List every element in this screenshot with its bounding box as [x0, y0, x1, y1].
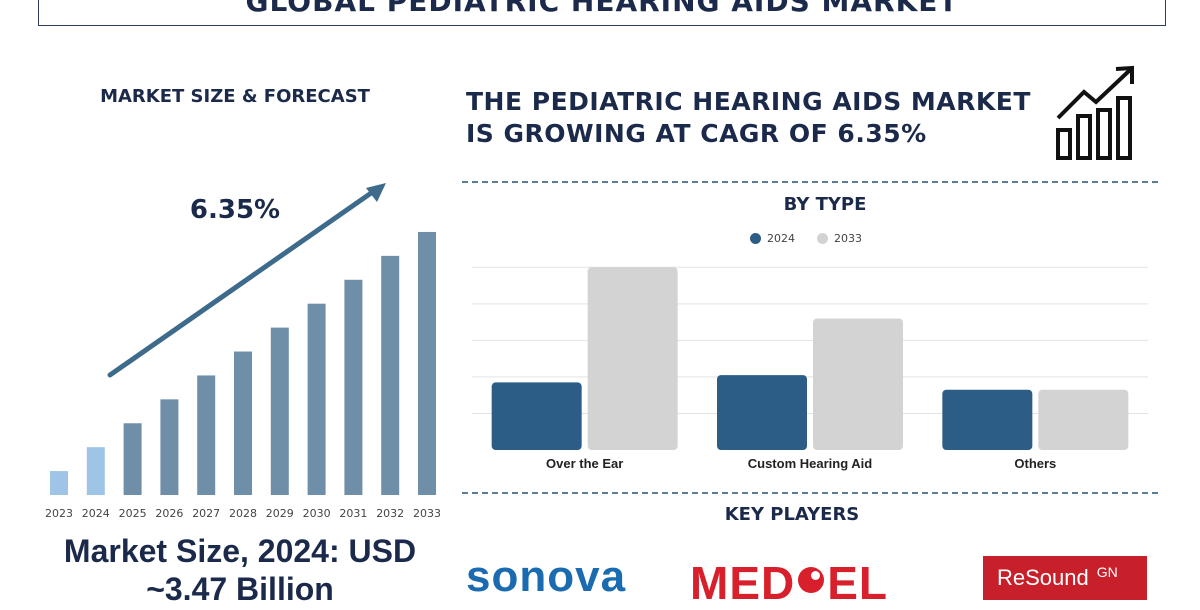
medel-logo-right: EL	[827, 557, 889, 609]
category-label: Custom Hearing Aid	[748, 456, 873, 471]
legend-label-2024: 2024	[767, 232, 795, 245]
resound-logo-text: ReSound	[997, 565, 1089, 590]
year-tick-label: 2030	[303, 507, 331, 520]
by-type-chart: Over the Ear Custom Hearing Aid Others	[472, 266, 1148, 471]
year-tick-label: 2023	[45, 507, 73, 520]
year-tick-label: 2032	[376, 507, 404, 520]
forecast-bar-2027	[197, 375, 216, 495]
forecast-bar-2033	[418, 231, 436, 495]
year-tick-label: 2026	[155, 507, 183, 520]
growth-headline: THE PEDIATRIC HEARING AIDS MARKET IS GRO…	[466, 86, 1046, 150]
forecast-bar-2024	[86, 447, 105, 495]
bar-2024-2	[942, 389, 1033, 450]
bar-2033-0	[587, 267, 678, 450]
forecast-bar-2030	[307, 303, 326, 495]
year-tick-label: 2033	[413, 507, 441, 520]
section-divider-top	[462, 181, 1158, 183]
category-label: Others	[1014, 456, 1056, 471]
resound-logo-suffix: GN	[1096, 564, 1118, 580]
year-tick-label: 2027	[192, 507, 220, 520]
legend-swatch-2033	[817, 233, 828, 244]
forecast-bar-2032	[381, 255, 400, 495]
growth-headline-line-1: THE PEDIATRIC HEARING AIDS MARKET	[466, 87, 1031, 116]
title-banner: GLOBAL PEDIATRIC HEARING AIDS MARKET	[38, 0, 1166, 26]
by-type-heading: BY TYPE	[783, 194, 867, 215]
medel-logo: MED EL	[690, 556, 888, 610]
sonova-logo: sonova	[466, 552, 627, 601]
forecast-bar-2029	[270, 327, 289, 495]
bar-2033-1	[813, 318, 903, 450]
legend-label-2033: 2033	[834, 232, 862, 245]
market-forecast-chart: 2023 2024 2025 2026 2027 2028 2029 2030 2031 2032…	[45, 183, 441, 520]
forecast-bar-2026	[160, 399, 179, 495]
year-tick-label: 2024	[82, 507, 110, 520]
legend-swatch-2024	[750, 233, 761, 244]
year-tick-label: 2028	[229, 507, 257, 520]
growth-chart-icon	[1056, 65, 1134, 160]
market-size-line-1: Market Size, 2024: USD	[63, 533, 417, 569]
legend-item-2033: 2033	[817, 232, 862, 245]
bar-2024-0	[491, 382, 582, 450]
forecast-bar-2031	[344, 279, 363, 495]
by-type-legend: 2024 2033	[750, 232, 862, 245]
section-divider-bottom	[462, 492, 1158, 494]
medel-logo-left: MED	[690, 557, 796, 609]
growth-headline-line-2: IS GROWING AT CAGR OF 6.35%	[466, 119, 927, 148]
trend-arrow-line	[107, 188, 377, 378]
year-tick-label: 2031	[339, 507, 367, 520]
legend-item-2024: 2024	[750, 232, 795, 245]
year-tick-label: 2029	[266, 507, 294, 520]
medel-dot-icon	[798, 567, 825, 593]
key-players-heading: KEY PLAYERS	[724, 504, 860, 525]
resound-logo: ReSound GN	[983, 556, 1147, 600]
market-size-heading: MARKET SIZE & FORECAST	[100, 86, 370, 107]
forecast-bar-2028	[234, 351, 252, 495]
market-size-line-2: ~3.47 Billion	[146, 571, 334, 607]
trend-arrow-head-icon	[366, 183, 386, 202]
bar-2033-2	[1038, 389, 1129, 450]
cagr-label: 6.35%	[190, 195, 280, 225]
market-size-summary: Market Size, 2024: USD ~3.47 Billion	[30, 532, 450, 608]
bar-2024-1	[717, 375, 807, 450]
forecast-bar-2025	[123, 423, 142, 495]
year-tick-label: 2025	[119, 507, 147, 520]
page-title: GLOBAL PEDIATRIC HEARING AIDS MARKET	[245, 0, 959, 18]
category-label: Over the Ear	[546, 456, 623, 471]
forecast-bar-2023	[50, 471, 68, 495]
